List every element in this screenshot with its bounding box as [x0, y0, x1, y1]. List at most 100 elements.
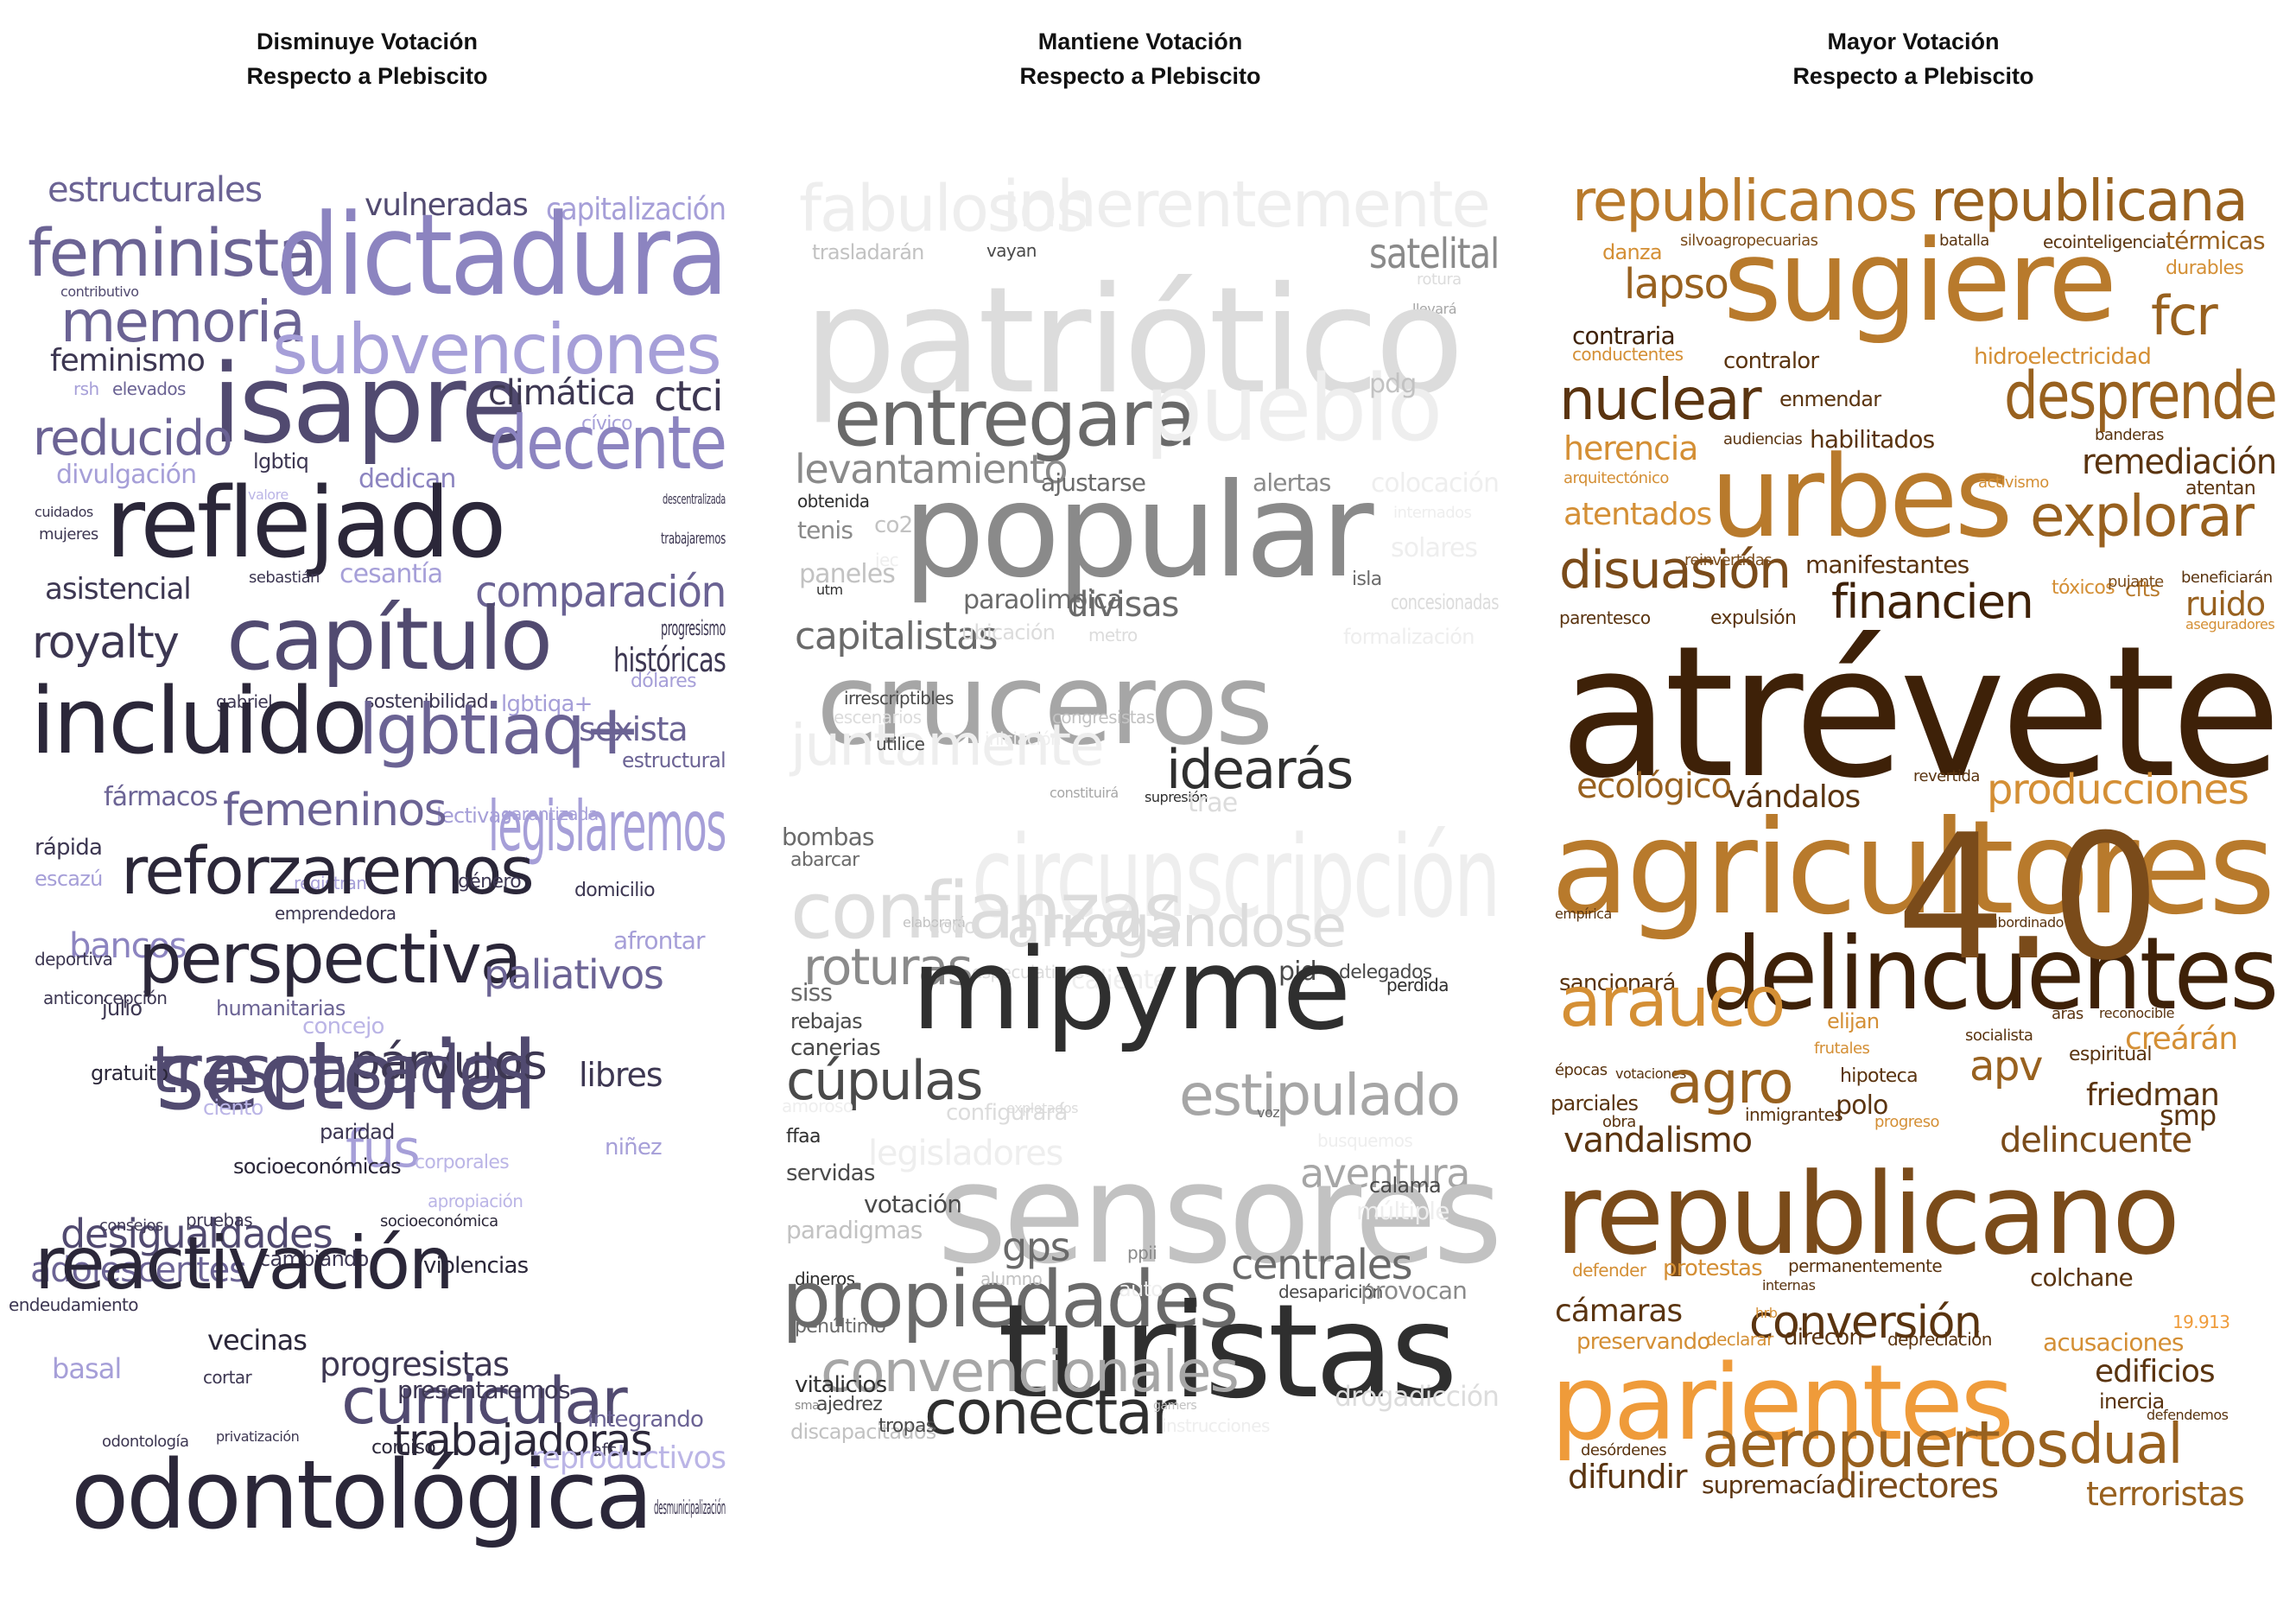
- word: privatización: [216, 1428, 300, 1445]
- word: cuidados: [35, 504, 93, 520]
- word: inercia: [2099, 1389, 2165, 1414]
- word: afc: [592, 1440, 617, 1460]
- word: rotura: [1417, 270, 1462, 289]
- word: smp: [2160, 1099, 2217, 1132]
- word: internados: [1393, 504, 1472, 522]
- word: auto: [1119, 1277, 1164, 1301]
- word: dedican: [358, 464, 456, 494]
- word: estipulado: [1179, 1062, 1461, 1128]
- word: progreso: [1874, 1113, 1940, 1131]
- word: fabulosos: [799, 172, 1089, 246]
- word: paridad: [320, 1120, 395, 1144]
- word: edificios: [2095, 1354, 2216, 1389]
- word: feminismo: [50, 343, 206, 378]
- word: republicanos: [1572, 168, 1918, 234]
- word: trasladarán: [812, 240, 924, 264]
- word: sostenibilidad: [365, 691, 489, 713]
- title-line-2: Respecto a Plebiscito: [246, 63, 488, 89]
- word: metro: [1088, 625, 1138, 645]
- word: internas: [1762, 1277, 1816, 1294]
- word: durables: [2166, 257, 2244, 279]
- word: reconocible: [2099, 1005, 2174, 1021]
- word: socialista: [1965, 1027, 2033, 1045]
- word: pdg: [1369, 369, 1417, 399]
- word: producciones: [1987, 766, 2249, 814]
- word: estructural: [622, 748, 726, 772]
- title-line-1: Disminuye Votación: [256, 29, 479, 54]
- word: estructurales: [48, 170, 263, 210]
- word: juntamente: [790, 712, 1105, 779]
- word: fármacos: [104, 782, 219, 812]
- word: incluido: [30, 668, 368, 774]
- word: elaborará: [903, 914, 966, 931]
- word: concesionadas: [1391, 590, 1500, 614]
- word: republicano: [1555, 1148, 2180, 1280]
- word: climática: [488, 373, 636, 413]
- word: codo: [929, 914, 977, 938]
- word: explorar: [2030, 483, 2255, 550]
- word: térmicas: [2166, 226, 2266, 255]
- word-cloud: estructurales vulneradas capitalización fem…: [9, 164, 728, 1616]
- word: presentaremos: [397, 1376, 571, 1404]
- word: obra: [1602, 1113, 1636, 1131]
- word: rápida: [35, 835, 103, 861]
- word: habilitados: [1810, 425, 1935, 454]
- word: friedman: [2086, 1077, 2220, 1113]
- word: manifestantes: [1805, 550, 1969, 579]
- word: concejo: [302, 1014, 384, 1039]
- word: socioeconómicas: [233, 1154, 402, 1179]
- word: permanentemente: [1788, 1255, 1943, 1276]
- word: ajustarse: [1041, 468, 1146, 497]
- word: 4.0: [1896, 798, 2160, 999]
- word: consejos: [99, 1217, 163, 1235]
- word: disuasión: [1559, 540, 1792, 601]
- word: confianzas: [790, 866, 1183, 957]
- word: ecointeligencia: [2043, 232, 2166, 252]
- word: escazú: [35, 867, 103, 891]
- word: cruceros: [816, 639, 1273, 770]
- word: atentados: [1563, 497, 1712, 532]
- word: roturas: [803, 938, 974, 996]
- word: agro: [1667, 1049, 1794, 1117]
- panel-mayor: Mayor Votación Respecto a Plebiscito rep…: [1551, 0, 2281, 1621]
- word: iniciación: [985, 728, 1062, 749]
- word: delegados: [1339, 962, 1432, 983]
- word: aeropuertos: [1702, 1408, 2069, 1482]
- word: entregara: [834, 373, 1197, 464]
- word: utm: [816, 582, 843, 598]
- word: históricas: [613, 641, 726, 679]
- word: apropiación: [428, 1191, 523, 1211]
- word-cloud: fabulosos inherentemente trasladarán vayan s…: [782, 164, 1503, 1616]
- word: perdida: [1386, 975, 1449, 995]
- word: anticoncepción: [43, 988, 168, 1008]
- word: garantizada: [501, 804, 599, 824]
- word: constituirá: [1050, 785, 1119, 801]
- word: co2: [874, 512, 913, 538]
- word: alumno: [980, 1268, 1043, 1289]
- word: terroristas: [2086, 1475, 2245, 1513]
- word: remediación: [2082, 442, 2277, 482]
- word: votaciones: [1615, 1065, 1686, 1082]
- word: bancos: [69, 926, 187, 966]
- word: silvoagropecuarias: [1680, 232, 1818, 250]
- word: ruido: [2185, 585, 2266, 623]
- word: trabajadoras: [393, 1415, 653, 1465]
- word: reducido: [33, 410, 233, 467]
- word: cesantía: [339, 559, 443, 589]
- word: creárán: [2125, 1021, 2238, 1057]
- word: comiso: [371, 1437, 436, 1459]
- word: domicilio: [574, 880, 656, 901]
- word: inmigrantes: [1745, 1104, 1843, 1125]
- word: ciento: [203, 1096, 263, 1120]
- word: ajedrez: [816, 1394, 883, 1415]
- title-line-2: Respecto a Plebiscito: [1019, 63, 1261, 89]
- word: tenis: [797, 516, 853, 544]
- word: tóxicos: [2052, 577, 2115, 599]
- word: amoroso: [782, 1096, 853, 1116]
- word: julio: [102, 996, 143, 1020]
- word: provocan: [1360, 1276, 1468, 1305]
- word: vulneradas: [365, 188, 529, 223]
- word: espiritual: [2069, 1044, 2152, 1065]
- word: lectivas: [436, 804, 511, 828]
- word: épocas: [1555, 1061, 1608, 1079]
